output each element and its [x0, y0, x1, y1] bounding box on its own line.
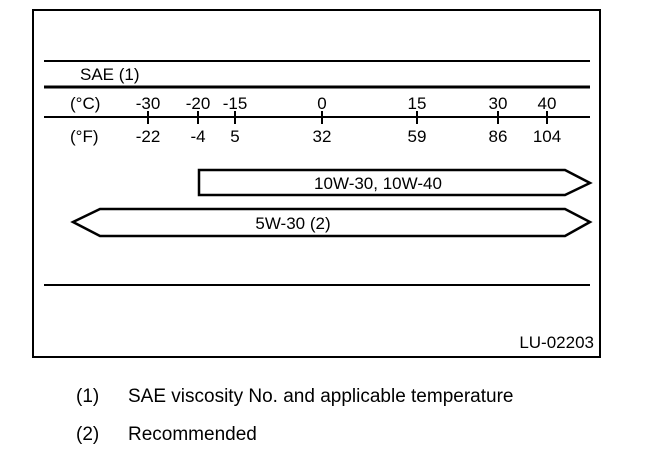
- band-10w30-10w40: [197, 168, 593, 197]
- celsius-tick-label: -15: [223, 94, 248, 113]
- fahrenheit-tick-label: 5: [230, 127, 239, 146]
- diagram-frame: [32, 9, 601, 358]
- fahrenheit-tick-label: 86: [489, 127, 508, 146]
- legend-text: Recommended: [128, 424, 257, 445]
- figure-id: LU-02203: [519, 333, 594, 352]
- fahrenheit-tick-label: 59: [408, 127, 427, 146]
- celsius-label: (°C): [70, 94, 100, 113]
- celsius-tick-label: 0: [317, 94, 326, 113]
- sae-label: SAE (1): [80, 65, 140, 84]
- fahrenheit-tick-label: 32: [313, 127, 332, 146]
- celsius-tick-label: -30: [136, 94, 161, 113]
- celsius-tick-label: -20: [186, 94, 211, 113]
- legend-number: (1): [76, 386, 100, 407]
- band-5w30: [70, 207, 593, 238]
- celsius-tick-label: 40: [538, 94, 557, 113]
- legend-item: (2) Recommended: [76, 424, 257, 446]
- fahrenheit-tick-label: 104: [533, 127, 561, 146]
- celsius-tick-label: 15: [408, 94, 427, 113]
- legend-text: SAE viscosity No. and applicable tempera…: [128, 386, 514, 407]
- legend-number: (2): [76, 424, 100, 445]
- celsius-tick-label: 30: [489, 94, 508, 113]
- legend-item: (1) SAE viscosity No. and applicable temp…: [76, 386, 513, 408]
- fahrenheit-tick-label: -22: [136, 127, 161, 146]
- band-label: 10W-30, 10W-40: [314, 174, 442, 193]
- fahrenheit-label: (°F): [70, 127, 99, 146]
- band-label: 5W-30 (2): [255, 214, 330, 233]
- fahrenheit-tick-label: -4: [190, 127, 205, 146]
